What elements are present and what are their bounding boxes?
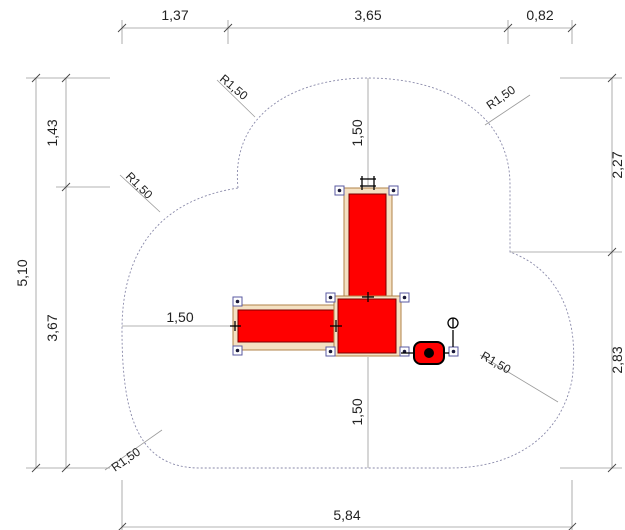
tower-play-surface	[337, 298, 397, 354]
radius-label-right: R1,50	[479, 348, 514, 376]
top-dimension-chain: 1,37 3,65 0,82	[117, 7, 577, 44]
safety-zone-outline	[121, 77, 575, 469]
dim-right-lower: 2,83	[609, 346, 625, 373]
dim-left-upper: 1,43	[44, 119, 60, 146]
radius-label-top-left: R1,50	[217, 72, 251, 104]
radius-label-bottom-left: R1,50	[109, 444, 144, 474]
connector-icons	[230, 292, 374, 332]
dim-bottom-total: 5,84	[333, 507, 360, 523]
horizontal-play-surface	[237, 309, 337, 343]
radius-label-mid-left: R1,50	[123, 169, 156, 202]
left-dimension-chain: 5,10 1,43 3,67	[14, 73, 110, 473]
dim-top-left: 1,37	[161, 7, 188, 23]
dim-inner-left: 1,50	[166, 309, 193, 325]
play-structure	[230, 176, 459, 365]
dim-inner-bottom: 1,50	[349, 398, 365, 425]
dim-left-total: 5,10	[14, 259, 30, 286]
bottom-dimension: 5,84	[118, 480, 577, 530]
radius-label-top-right: R1,50	[484, 82, 519, 112]
post-markers	[232, 185, 459, 357]
radius-callouts: R1,50 R1,50 R1,50 R1,50 R1,50	[104, 72, 559, 474]
right-dimension-chain: 2,27 2,83	[510, 73, 625, 473]
dim-left-lower: 3,67	[44, 314, 60, 341]
steering-panel-icon	[401, 317, 459, 365]
inner-dimensions: 1,50 1,50 1,50	[122, 78, 369, 468]
dim-top-middle: 3,65	[354, 7, 381, 23]
ladder-icon	[360, 176, 376, 190]
dim-inner-top: 1,50	[349, 119, 365, 146]
dim-right-upper: 2,27	[609, 151, 625, 178]
dim-top-right: 0,82	[526, 7, 553, 23]
vertical-play-surface	[348, 193, 387, 299]
